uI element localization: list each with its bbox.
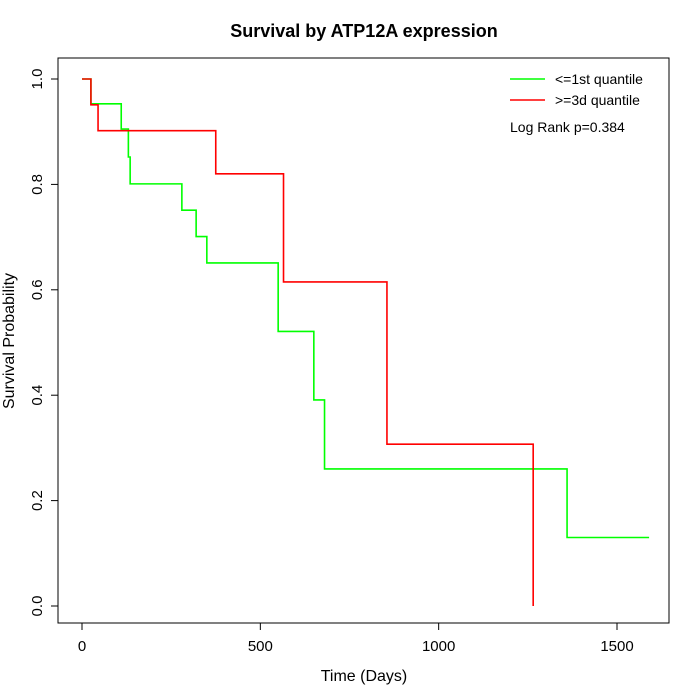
y-tick-label: 0.6 xyxy=(29,279,46,300)
y-axis: 0.0 0.2 0.4 0.6 0.8 1.0 xyxy=(29,69,59,617)
chart-title: Survival by ATP12A expression xyxy=(230,21,497,41)
y-tick-label: 0.2 xyxy=(29,490,46,511)
legend-label-high: >=3d quantile xyxy=(555,92,640,108)
x-tick-label: 1000 xyxy=(422,638,455,655)
x-axis-label: Time (Days) xyxy=(321,668,408,685)
y-tick-label: 0.4 xyxy=(29,385,46,406)
legend-label-low: <=1st quantile xyxy=(555,71,643,87)
y-axis-label: Survival Probability xyxy=(1,273,18,409)
x-tick-label: 500 xyxy=(248,638,273,655)
series-line-1 xyxy=(82,78,534,606)
x-tick-label: 1500 xyxy=(600,638,633,655)
series-line-0 xyxy=(82,78,650,539)
log-rank-annotation: Log Rank p=0.384 xyxy=(510,119,625,135)
x-tick-label: 0 xyxy=(78,638,86,655)
y-tick-label: 0.8 xyxy=(29,174,46,195)
y-tick-label: 1.0 xyxy=(29,69,46,90)
y-tick-label: 0.0 xyxy=(29,596,46,617)
x-axis: 0 500 1000 1500 xyxy=(78,622,634,655)
legend: <=1st quantile >=3d quantile xyxy=(510,71,643,108)
series-layer xyxy=(82,78,650,606)
